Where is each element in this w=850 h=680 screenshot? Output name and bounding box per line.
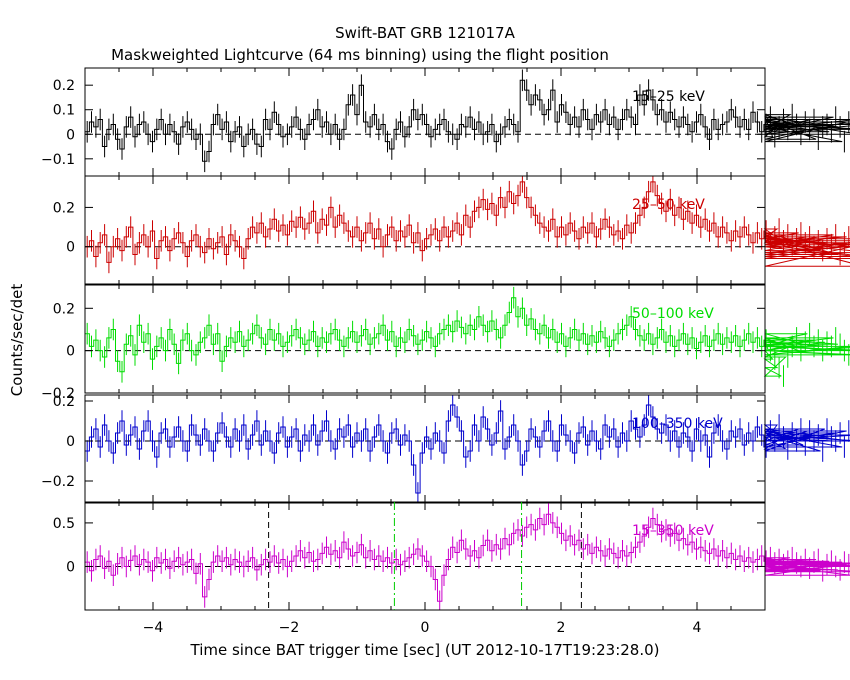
y-tick-label: 0: [66, 559, 75, 575]
panels-group: −0.1 0 0.1 0.2 15–25 keV 0 0.2 25–50 keV −0.2 0 0.…: [41, 67, 850, 636]
y-axis-label: Counts/sec/det: [8, 284, 26, 397]
x-tick-label: 2: [557, 620, 566, 636]
band-label: 50–100 keV: [632, 306, 714, 322]
band-label: 15–350 keV: [632, 523, 714, 539]
x-tick-label: 0: [421, 620, 430, 636]
lightcurve-series: [85, 404, 850, 494]
y-tick-label: 0: [66, 240, 75, 256]
chart-subtitle: Maskweighted Lightcurve (64 ms binning) …: [111, 46, 609, 64]
y-tick-label: −0.2: [41, 474, 75, 490]
band-label: 25–50 keV: [632, 197, 705, 213]
panel-3: −0.2 0 0.2 50–100 keV: [41, 284, 850, 402]
y-tick-label: 0.2: [53, 301, 75, 317]
panel-frame: [84, 175, 766, 285]
panel-1: −0.1 0 0.1 0.2 15–25 keV: [41, 67, 850, 177]
x-tick-label: −4: [143, 620, 164, 636]
x-tick-label: 4: [693, 620, 702, 636]
y-tick-label: 0: [66, 127, 75, 143]
y-tick-label: 0.5: [53, 516, 75, 532]
y-tick-label: 0.2: [53, 200, 75, 216]
band-label: 15–25 keV: [632, 89, 705, 105]
lightcurve-series: [85, 181, 850, 267]
y-tick-label: 0.2: [53, 394, 75, 410]
panel-4: −0.2 0 0.2 100–350 keV: [41, 394, 850, 504]
y-tick-label: −0.1: [41, 152, 75, 168]
y-tick-label: 0.2: [53, 78, 75, 94]
x-tick-label: −2: [279, 620, 300, 636]
chart-title: Swift-BAT GRB 121017A: [335, 24, 515, 42]
y-tick-label: 0: [66, 434, 75, 450]
panel-5: 0 0.5 15–350 keV: [53, 501, 850, 611]
y-tick-label: −0.2: [41, 386, 75, 402]
x-axis-label: Time since BAT trigger time [sec] (UT 20…: [190, 641, 660, 659]
band-label: 100–350 keV: [632, 416, 723, 432]
panel-2: 0 0.2 25–50 keV: [53, 175, 850, 285]
y-tick-label: 0: [66, 344, 75, 360]
y-tick-label: 0.1: [53, 103, 75, 119]
